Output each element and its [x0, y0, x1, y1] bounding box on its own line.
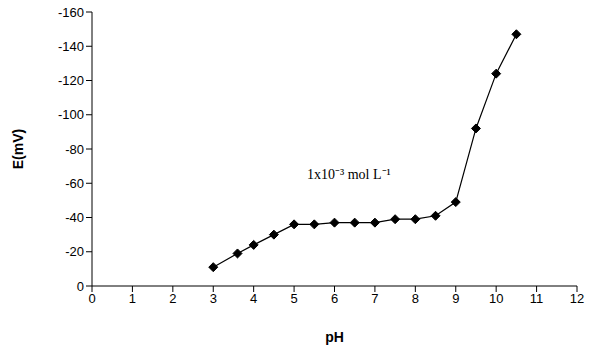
svg-text:-80: -80 — [65, 142, 84, 157]
svg-text:0: 0 — [77, 279, 84, 294]
svg-text:pH: pH — [325, 329, 344, 345]
html-text:1x10⁻³ mol L⁻¹: 1x10⁻³ mol L⁻¹ — [307, 167, 391, 182]
svg-text:0: 0 — [88, 291, 95, 306]
svg-text:-140: -140 — [58, 39, 84, 54]
svg-text:8: 8 — [412, 291, 419, 306]
svg-text:-20: -20 — [65, 244, 84, 259]
svg-text:7: 7 — [371, 291, 378, 306]
svg-text:11: 11 — [530, 291, 544, 306]
svg-text:-120: -120 — [58, 73, 84, 88]
svg-text:2: 2 — [169, 291, 176, 306]
svg-text:-60: -60 — [65, 176, 84, 191]
svg-text:3: 3 — [210, 291, 217, 306]
svg-text:1: 1 — [129, 291, 136, 306]
svg-text:-40: -40 — [65, 210, 84, 225]
svg-text:6: 6 — [331, 291, 338, 306]
svg-text:10: 10 — [489, 291, 503, 306]
svg-text:9: 9 — [452, 291, 459, 306]
svg-text:5: 5 — [290, 291, 297, 306]
svg-text:E(mV): E(mV) — [10, 129, 26, 169]
svg-text:-100: -100 — [58, 107, 84, 122]
svg-text:12: 12 — [570, 291, 584, 306]
svg-text:-160: -160 — [58, 5, 84, 20]
svg-text:4: 4 — [250, 291, 257, 306]
